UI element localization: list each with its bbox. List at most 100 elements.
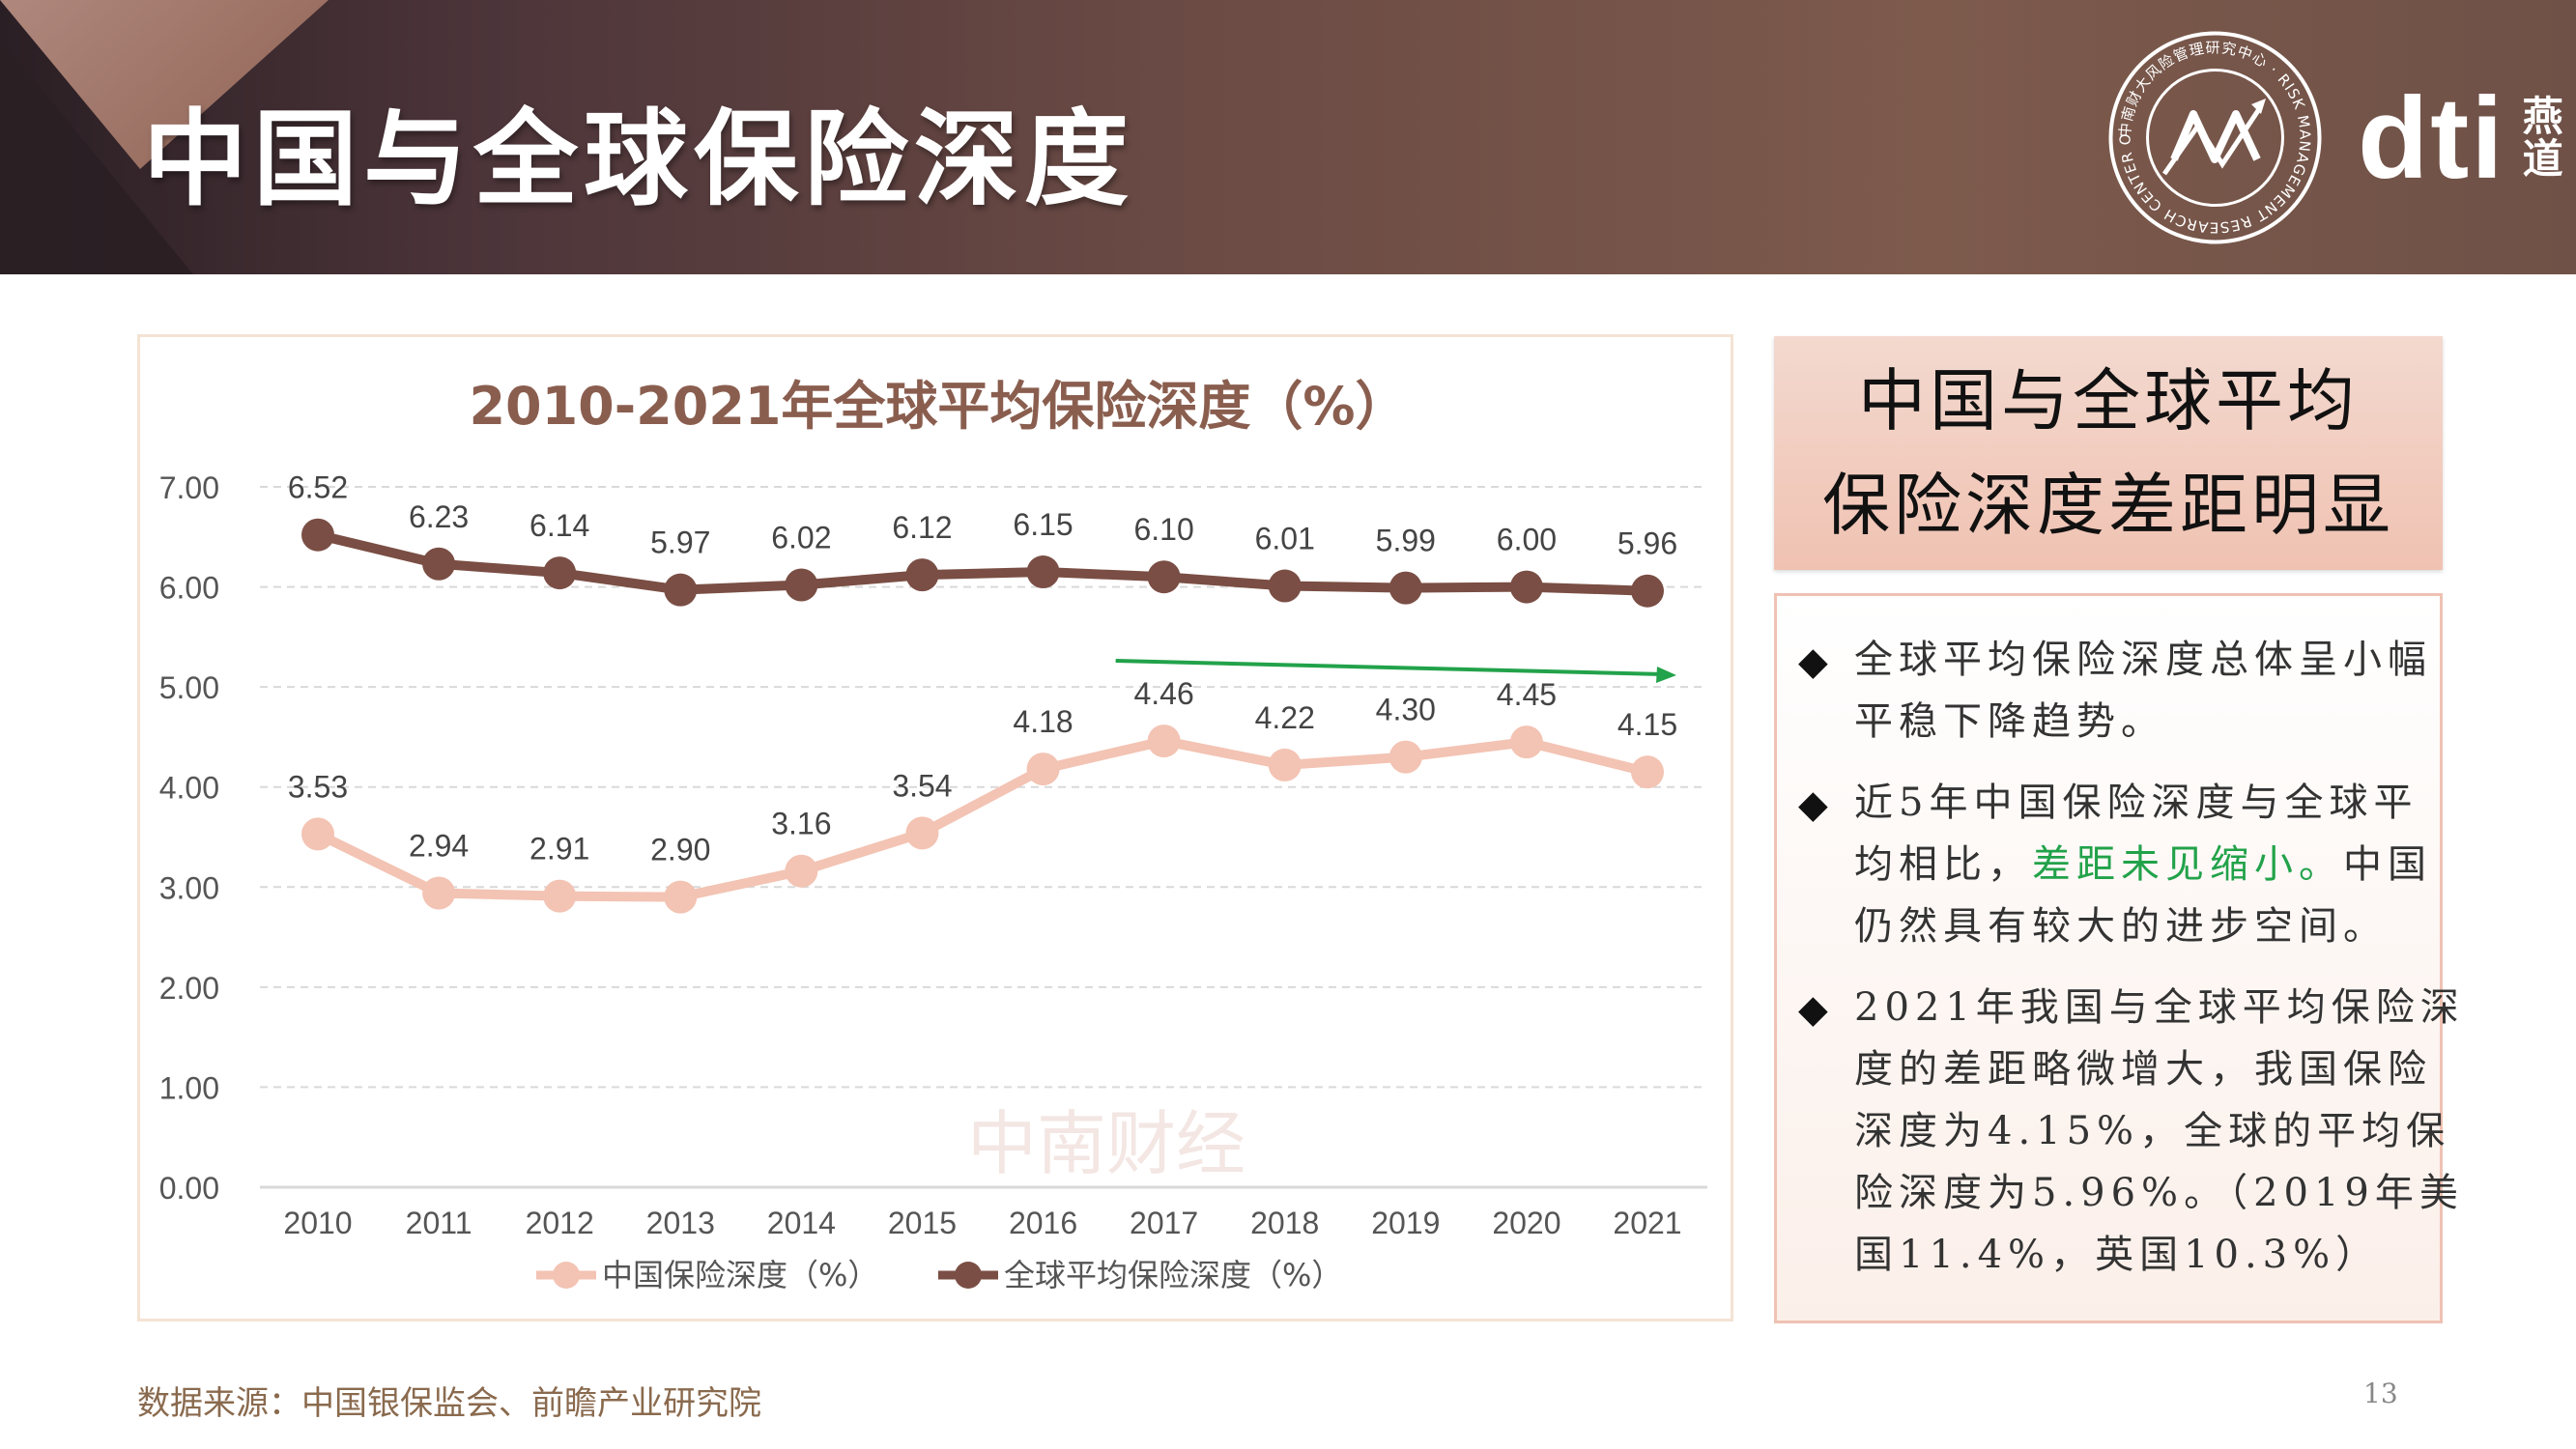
side-title-box: 中国与全球平均 保险深度差距明显	[1774, 336, 2443, 570]
x-tick-label: 2011	[406, 1206, 472, 1240]
series-china-point	[1509, 725, 1543, 759]
x-tick-label: 2021	[1613, 1206, 1681, 1240]
research-center-seal-icon: 中南财大风险管理研究中心 · RISK MANAGEMENT RESEARCH …	[2106, 29, 2322, 244]
bullet-2-line-3: 仍然具有较大的进步空间。	[1854, 904, 2388, 949]
brand-cn-bottom: 道	[2522, 135, 2563, 183]
series-global-point	[1388, 571, 1422, 605]
series-china-data-label: 4.18	[1013, 704, 1073, 739]
bullet-1-line-2: 平稳下降趋势。	[1854, 699, 2165, 744]
bullet-2-line-2: 均相比，差距未见缩小。中国	[1854, 845, 2432, 884]
bullet-diamond-icon: ◆	[1798, 782, 1828, 827]
series-global-line	[316, 529, 1648, 596]
series-china-data-label: 4.46	[1133, 676, 1193, 711]
x-tick-label: 2019	[1371, 1206, 1440, 1240]
bullet-2-line-1: 近5年中国保险深度与全球平	[1854, 781, 2419, 825]
series-china-data-label: 2.91	[530, 832, 589, 867]
x-tick-label: 2015	[888, 1206, 957, 1240]
page-title: 中国与全球保险深度	[143, 99, 1135, 220]
series-china-data-label: 3.53	[288, 769, 348, 804]
trend-arrow-head	[1656, 667, 1676, 683]
series-china-data-label: 3.16	[771, 807, 831, 841]
series-global-data-label: 6.01	[1255, 522, 1315, 556]
y-tick-label: 2.00	[159, 971, 219, 1006]
series-china-point	[785, 854, 818, 888]
y-tick-label: 5.00	[159, 670, 219, 705]
bullet-3-line-1: 2021年我国与全球平均保险深	[1854, 985, 2465, 1030]
series-global-point	[422, 547, 456, 581]
chart-watermark: 中南财经	[967, 1103, 1245, 1184]
side-bullets-box: ◆ 全球平均保险深度总体呈小幅 平稳下降趋势。 ◆ 近5年中国保险深度与全球平 …	[1774, 593, 2459, 1323]
side-title-line-1: 中国与全球平均	[1858, 361, 2359, 440]
series-global-data-label: 6.10	[1133, 512, 1193, 547]
trend-arrow-line	[1115, 659, 1664, 676]
bullet-1-line-1: 全球平均保险深度总体呈小幅	[1854, 638, 2432, 682]
bullet-3-line-2: 度的差距略微增大，我国保险	[1854, 1047, 2432, 1092]
series-global-data-label: 6.23	[409, 499, 469, 534]
series-china-point	[1388, 740, 1422, 774]
y-tick-label: 3.00	[159, 870, 219, 905]
series-global-point	[1509, 570, 1543, 604]
y-tick-label: 0.00	[159, 1171, 219, 1206]
series-china-point	[1268, 748, 1302, 781]
header-band: 中国与全球保险深度 中南财大风险管理研究中心 · RISK MANAGEMENT…	[0, 0, 2576, 274]
legend-china-swatch-dot	[553, 1262, 580, 1289]
x-tick-label: 2017	[1130, 1206, 1198, 1240]
brand-cn: 燕 道	[2522, 92, 2563, 183]
x-tick-label: 2010	[283, 1206, 352, 1240]
series-global-point	[1026, 555, 1060, 589]
x-tick-label: 2018	[1250, 1206, 1319, 1240]
series-china-data-label: 4.15	[1617, 707, 1677, 742]
series-global-point	[1268, 569, 1302, 603]
series-china-point	[543, 879, 577, 913]
bullet-2-text-a: 均相比，	[1854, 842, 2032, 887]
series-global-point	[1631, 574, 1664, 608]
series-china-data-label: 2.90	[650, 833, 710, 867]
series-global-data-label: 5.96	[1617, 526, 1677, 561]
bullet-2-text-c: 中国	[2343, 842, 2432, 887]
x-tick-label: 2020	[1492, 1206, 1560, 1240]
series-global-data-label: 6.15	[1013, 507, 1073, 542]
legend-global-label: 全球平均保险深度（%）	[1004, 1257, 1342, 1293]
bullet-3-line-3: 深度为4.15%，全球的平均保	[1854, 1109, 2451, 1153]
series-global-data-label: 5.97	[650, 526, 710, 560]
page-number: 13	[2363, 1378, 2398, 1409]
series-china-line	[315, 736, 1649, 902]
series-global-point	[301, 518, 334, 552]
series-global-data-label: 6.14	[530, 508, 589, 543]
series-global-data-label: 6.52	[288, 470, 348, 505]
brand-cn-top: 燕	[2522, 92, 2563, 140]
series-china-data-label: 2.94	[409, 829, 469, 864]
series-global-data-label: 6.02	[771, 521, 831, 555]
bullet-2-highlight: 差距未见缩小。	[2032, 842, 2343, 887]
y-tick-label: 4.00	[159, 771, 219, 806]
data-source: 数据来源：中国银保监会、前瞻产业研究院	[137, 1384, 761, 1423]
series-china-data-label: 4.22	[1255, 700, 1315, 735]
series-china-point	[1631, 755, 1664, 789]
y-tick-label: 6.00	[159, 571, 219, 606]
brand-logo: dti 燕 道	[2358, 75, 2563, 201]
legend-china-label: 中国保险深度（%）	[602, 1257, 878, 1293]
series-china-data-label: 4.45	[1497, 677, 1557, 712]
series-global-point	[785, 568, 818, 602]
x-tick-label: 2014	[767, 1206, 836, 1240]
y-tick-label: 1.00	[159, 1070, 219, 1105]
x-tick-label: 2012	[526, 1206, 594, 1240]
series-china-point	[664, 880, 698, 914]
series-global-data-label: 6.12	[892, 510, 952, 545]
series-china-point	[422, 876, 456, 910]
bullet-diamond-icon: ◆	[1798, 987, 1828, 1032]
series-global-data-label: 6.00	[1497, 523, 1557, 557]
x-tick-label: 2013	[646, 1206, 715, 1240]
legend-global-swatch-dot	[955, 1262, 982, 1289]
series-global-data-label: 5.99	[1376, 524, 1436, 558]
bullet-3-line-5: 国11.4%，英国10.3%）	[1854, 1233, 2381, 1277]
series-global-point	[905, 558, 939, 592]
chart-title: 2010-2021年全球平均保险深度（%）	[469, 376, 1407, 437]
series-global-point	[1147, 560, 1181, 594]
series-global-point	[664, 573, 698, 607]
chart-panel: 2010-2021年全球平均保险深度（%） 中南财经 0.00 1.00 2.00 3.0…	[137, 334, 1733, 1321]
x-tick-label: 2016	[1009, 1206, 1077, 1240]
line-chart: 2010-2021年全球平均保险深度（%） 中南财经 0.00 1.00 2.00 3.0…	[159, 376, 1707, 1293]
series-china-point	[301, 817, 334, 851]
series-china-point	[1147, 724, 1181, 758]
